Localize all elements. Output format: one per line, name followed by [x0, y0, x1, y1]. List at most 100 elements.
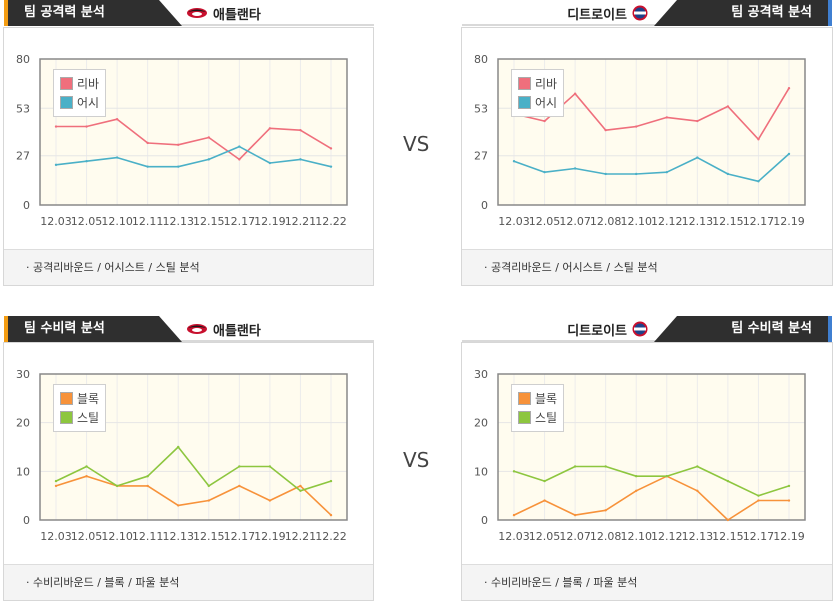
legend-label: 리바: [77, 77, 100, 91]
hawks-logo-icon: [187, 8, 207, 18]
data-point: [512, 470, 516, 473]
x-tick-label: 12.07: [559, 215, 591, 228]
header-accent: [4, 0, 8, 26]
header-tab: 팀 공격력 분석: [654, 0, 832, 26]
data-point: [207, 158, 210, 161]
chart-panel-offense-right: 0 27 53 80 12.03 12.05 12.07 12.08 12.10 12.12 12.…: [461, 27, 833, 286]
data-point: [573, 513, 577, 517]
x-tick-label: 12.10: [101, 215, 133, 228]
header-accent: [828, 316, 832, 342]
data-point: [329, 513, 333, 517]
legend-swatch: [518, 392, 531, 405]
hawks-logo-icon: [187, 324, 207, 334]
data-point: [299, 128, 302, 132]
section-title: 팀 수비력 분석: [24, 321, 105, 336]
x-tick-label: 12.05: [529, 530, 561, 543]
team-label: 디트로이트: [567, 0, 648, 26]
data-point: [543, 479, 546, 483]
chart-panel-offense-left: 0 27 53 80 12.03 12.05 12.10 12.11 12.13 12.15 12.…: [3, 27, 374, 286]
data-point: [573, 167, 577, 170]
data-point: [299, 489, 302, 492]
data-point: [787, 499, 791, 502]
x-tick-label: 12.11: [132, 215, 164, 228]
x-tick-label: 12.10: [620, 530, 652, 543]
data-point: [696, 156, 699, 159]
legend-item: 리바: [518, 74, 557, 93]
data-point: [207, 499, 210, 502]
x-tick-label: 12.03: [40, 215, 72, 228]
data-point: [726, 172, 730, 176]
data-point: [757, 494, 760, 497]
data-point: [635, 125, 638, 128]
y-tick-label: 20: [474, 417, 488, 430]
x-tick-label: 12.13: [682, 215, 714, 228]
header-tab: 팀 수비력 분석: [654, 316, 832, 342]
series-line: [513, 153, 790, 183]
data-point: [177, 504, 180, 507]
header-tab: 팀 수비력 분석: [4, 316, 182, 342]
legend-swatch: [518, 411, 531, 424]
legend-swatch: [60, 392, 73, 405]
y-tick-label: 0: [23, 514, 30, 527]
series-line: [55, 145, 332, 168]
series-line: [55, 446, 332, 492]
header-defense-left: 팀 수비력 분석 애틀랜타: [4, 316, 374, 342]
x-tick-label: 12.21: [285, 530, 317, 543]
legend-swatch: [60, 77, 73, 90]
chart-legend: 리바 어시: [511, 69, 565, 117]
plot-frame: [39, 58, 348, 206]
data-point: [54, 479, 58, 483]
data-point: [238, 484, 241, 488]
plot-frame: [497, 58, 806, 206]
team-label: 디트로이트: [567, 316, 648, 342]
x-tick-label: 12.03: [498, 215, 530, 228]
header-underline: [4, 340, 374, 342]
legend-item: 스틸: [518, 408, 557, 427]
data-point: [604, 172, 607, 176]
data-point: [85, 475, 88, 478]
data-point: [726, 105, 730, 108]
series-line: [56, 118, 332, 161]
chart-panel-defense-right: 0 10 20 30 12.03 12.05 12.07 12.08 12.10 12.12 12.…: [461, 342, 833, 601]
x-tick-label: 12.03: [40, 530, 72, 543]
team-label: 애틀랜타: [186, 0, 261, 26]
data-point: [85, 125, 88, 128]
plot-frame: [497, 373, 806, 521]
data-point: [146, 475, 149, 478]
data-point: [604, 128, 607, 132]
header-offense-right: 팀 공격력 분석 디트로이트: [462, 0, 832, 26]
header-accent: [4, 316, 8, 342]
legend-label: 어시: [535, 96, 558, 110]
data-point: [512, 160, 516, 163]
data-point: [726, 479, 730, 483]
y-tick-label: 53: [16, 102, 30, 115]
data-point: [238, 465, 241, 468]
y-tick-label: 0: [481, 199, 488, 212]
chart-legend: 블록 스틸: [53, 384, 107, 432]
x-tick-label: 12.13: [162, 215, 194, 228]
y-tick-label: 10: [16, 465, 30, 478]
data-point: [543, 119, 546, 123]
legend-item: 블록: [518, 389, 557, 408]
legend-item: 어시: [60, 93, 99, 112]
legend-label: 블록: [77, 392, 100, 406]
footer-text: 수비리바운드 / 블록 / 파울 분석: [33, 576, 180, 589]
data-point: [787, 152, 791, 156]
plot-frame: [39, 373, 348, 521]
data-point: [54, 125, 58, 128]
x-tick-label: 12.22: [315, 215, 347, 228]
y-tick-label: 0: [23, 199, 30, 212]
y-tick-label: 80: [16, 53, 30, 66]
header-underline: [4, 24, 374, 26]
data-point: [54, 163, 58, 167]
data-point: [54, 484, 58, 488]
y-tick-label: 0: [481, 514, 488, 527]
series-line: [513, 465, 790, 497]
x-tick-label: 12.15: [193, 530, 225, 543]
y-tick-label: 27: [474, 150, 488, 163]
legend-item: 스틸: [60, 408, 99, 427]
data-point: [146, 165, 149, 168]
